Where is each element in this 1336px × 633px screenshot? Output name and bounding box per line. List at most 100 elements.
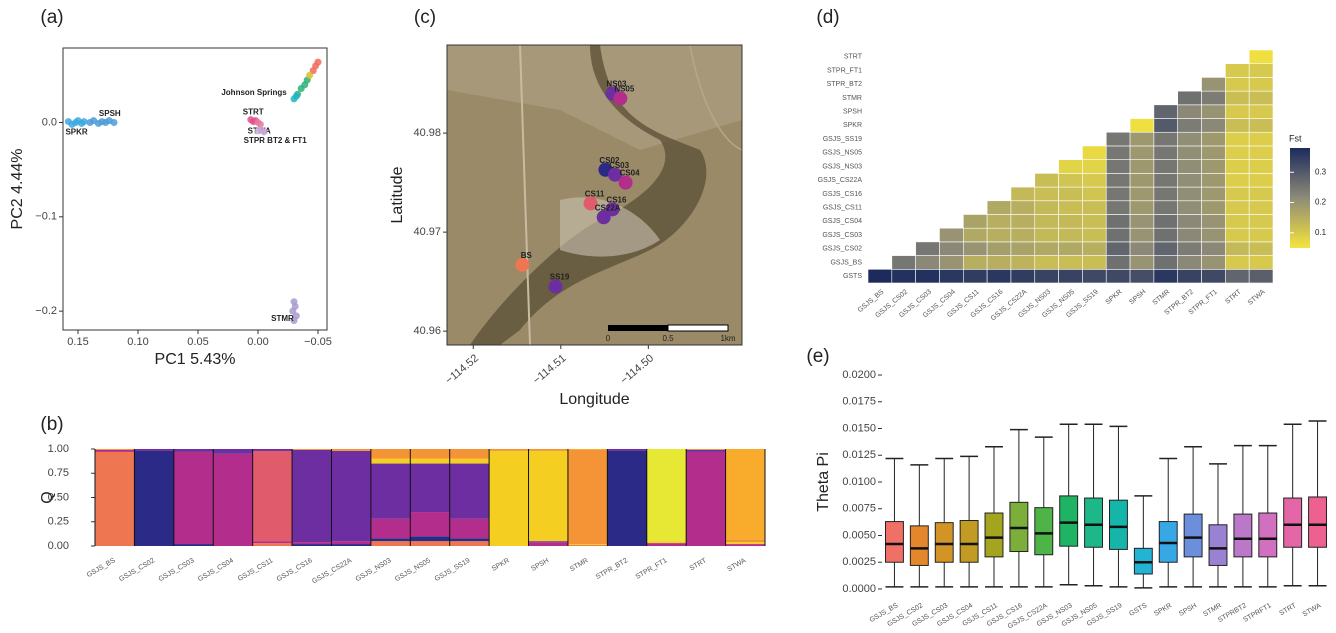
heat-cell [1082, 269, 1106, 283]
heat-cell [1130, 173, 1154, 187]
scale-bar [608, 325, 668, 331]
bar-segment [134, 449, 173, 451]
box [960, 521, 978, 563]
cluster-label: STMR [271, 314, 294, 323]
heat-cell [1059, 214, 1083, 228]
point [261, 128, 268, 135]
bar-segment [331, 449, 370, 451]
heat-cell [1202, 187, 1226, 201]
heat-cell [963, 256, 987, 270]
heat-cell [1178, 269, 1202, 283]
heat-cell [1202, 132, 1226, 146]
bar-segment [371, 459, 410, 464]
cluster-label: STRT [243, 108, 264, 117]
bar-segment [726, 544, 765, 546]
heat-cell [1106, 173, 1130, 187]
y-tick-label: 0.0075 [842, 503, 876, 515]
panel-label: (a) [40, 7, 63, 28]
heat-cell [1082, 173, 1106, 187]
site-label: CS22A [595, 203, 621, 212]
heat-cell [1225, 256, 1249, 270]
heat-cell [987, 214, 1011, 228]
bar-segment [95, 450, 134, 452]
y-tick-label: SPSH [843, 109, 862, 116]
panel-label: (b) [40, 414, 63, 435]
bar-segment [450, 464, 489, 519]
heat-cell [1225, 201, 1249, 215]
y-tick-label: −0.2 [35, 305, 57, 317]
y-tick-label: 40.98 [413, 127, 441, 139]
heat-cell [1154, 160, 1178, 174]
bar-segment [371, 464, 410, 519]
heat-cell [1130, 214, 1154, 228]
heat-cell [1178, 228, 1202, 242]
y-tick-label: 1.00 [48, 443, 69, 455]
x-tick-label: SPKR [1105, 289, 1124, 307]
heat-cell [1249, 228, 1273, 242]
heat-cell [1178, 242, 1202, 256]
bar-segment [371, 538, 410, 541]
heat-cell [1202, 214, 1226, 228]
bar-segment [331, 451, 370, 541]
bar-segment [292, 544, 331, 546]
bar-segment [174, 449, 213, 452]
heat-cell [1225, 269, 1249, 283]
heat-cell [1154, 214, 1178, 228]
bar-segment [529, 542, 568, 546]
box [910, 526, 928, 566]
bar-segment [134, 451, 173, 546]
x-tick-label: STRT [689, 557, 709, 572]
x-tick-label: GSJS_CS16 [276, 557, 314, 583]
heat-cell [1011, 242, 1035, 256]
x-tick-label: GSJS_BS [86, 557, 117, 579]
heat-cell [1106, 214, 1130, 228]
heat-cell [1225, 214, 1249, 228]
colorbar-label: 0.2 [1315, 198, 1327, 207]
heat-cell [1225, 77, 1249, 91]
y-tick-label: GSJS_NS03 [822, 163, 862, 170]
bar-segment [253, 449, 292, 451]
heat-cell [1249, 146, 1273, 160]
x-tick-label: GSJS_SS19 [434, 557, 472, 583]
heat-cell [1225, 228, 1249, 242]
bar-segment [529, 451, 568, 541]
y-tick-label: 0.0000 [842, 583, 876, 595]
heat-cell [1202, 146, 1226, 160]
bar-segment [568, 449, 607, 450]
heat-cell [1225, 242, 1249, 256]
heat-cell [1249, 242, 1273, 256]
heat-cell [1106, 269, 1130, 283]
heat-cell [1249, 77, 1273, 91]
y-tick-label: 40.96 [413, 325, 441, 337]
heat-cell [1225, 146, 1249, 160]
x-tick-label: STPR_BT2 [595, 557, 629, 581]
colorbar-label: 0.1 [1315, 228, 1327, 237]
bar-segment [529, 541, 568, 542]
heat-cell [1106, 132, 1130, 146]
x-tick-label: STWA [726, 557, 747, 573]
heat-cell [1225, 173, 1249, 187]
box [1284, 498, 1302, 547]
y-tick-label: GSJS_CS04 [822, 218, 862, 225]
heat-cell [963, 214, 987, 228]
heat-cell [987, 256, 1011, 270]
heat-cell [1011, 269, 1035, 283]
heat-cell [892, 256, 916, 270]
heat-cell [1202, 173, 1226, 187]
heat-cell [1035, 173, 1059, 187]
heat-cell [987, 228, 1011, 242]
heat-cell [1249, 214, 1273, 228]
heat-cell [1154, 256, 1178, 270]
heat-cell [1178, 105, 1202, 119]
heat-cell [1082, 160, 1106, 174]
point [306, 72, 313, 79]
heat-cell [987, 242, 1011, 256]
box [935, 523, 953, 563]
x-tick-label: GSJS_CS03 [158, 557, 196, 583]
y-tick-label: 40.97 [413, 226, 441, 238]
heat-cell [1178, 173, 1202, 187]
heat-cell [939, 269, 963, 283]
heat-cell [963, 242, 987, 256]
heat-cell [1082, 256, 1106, 270]
heat-cell [1202, 91, 1226, 105]
